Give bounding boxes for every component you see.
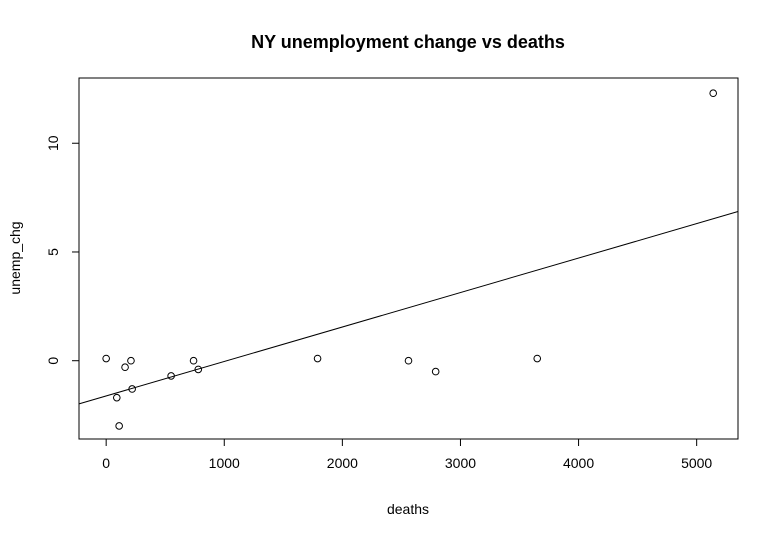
x-tick-label: 3000 [445,455,476,471]
data-point [128,385,136,393]
plot-area [78,89,739,430]
data-point [112,393,121,402]
data-point [127,356,135,365]
y-tick-label: 0 [45,357,61,365]
x-tick-label: 1000 [209,455,240,471]
x-tick-label: 5000 [681,455,712,471]
x-tick-label: 4000 [563,455,594,471]
data-point [115,422,123,430]
data-points [102,89,717,430]
data-point [121,363,129,372]
data-point [102,354,110,363]
data-point [533,354,542,363]
x-axis-label: deaths [387,501,429,517]
y-axis-label: unemp_chg [7,221,23,294]
data-point [431,367,440,376]
x-tick-label: 2000 [327,455,358,471]
data-point [167,372,175,380]
data-point [189,356,198,365]
x-tick-label: 0 [102,455,110,471]
data-point [313,354,322,363]
y-axis: 0 5 10 [45,135,80,365]
regression-line [78,211,739,405]
plot-frame [78,77,739,440]
data-point [194,365,203,374]
x-axis: 0 1000 2000 3000 4000 5000 [102,438,712,471]
data-point [404,356,413,365]
y-tick-label: 10 [45,135,61,151]
chart-title: NY unemployment change vs deaths [251,32,565,52]
data-point [709,89,717,98]
y-tick-label: 5 [45,248,61,256]
